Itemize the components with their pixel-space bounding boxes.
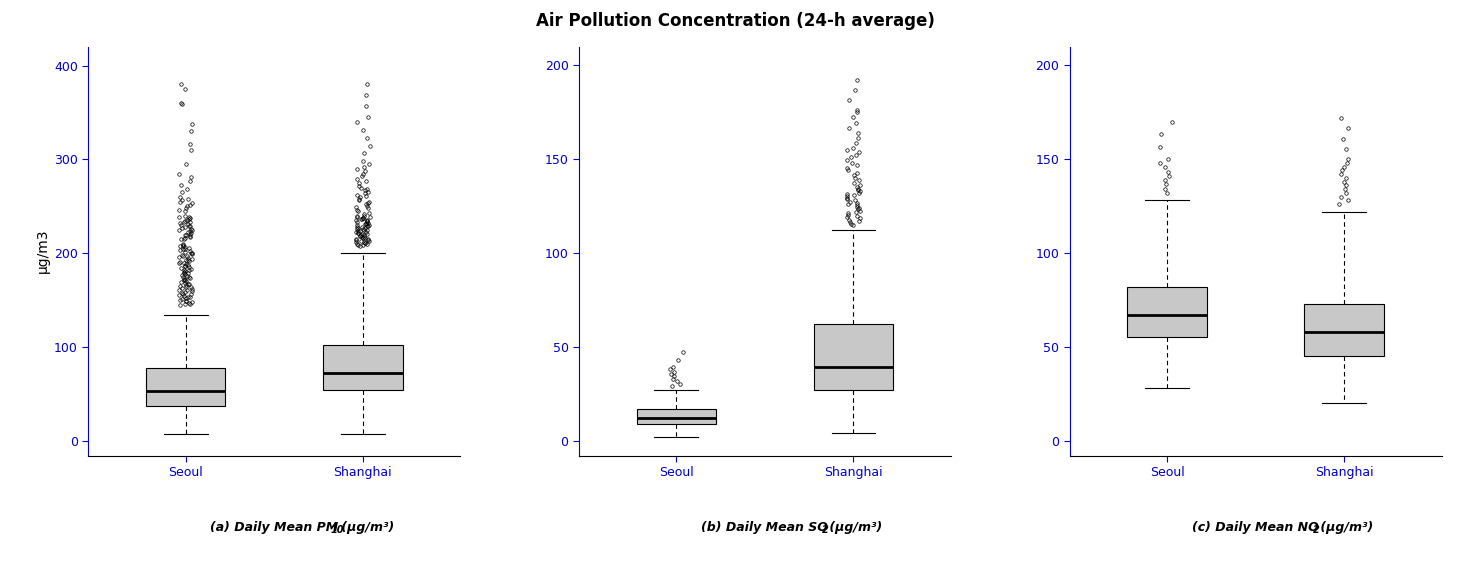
Bar — [813, 324, 893, 390]
Text: (a) Daily Mean PM: (a) Daily Mean PM — [210, 521, 338, 534]
Text: 2: 2 — [822, 525, 828, 535]
Bar — [1127, 287, 1208, 338]
Bar — [322, 345, 403, 390]
Bar — [1305, 304, 1384, 356]
Text: (b) Daily Mean SO: (b) Daily Mean SO — [702, 521, 828, 534]
Text: 10: 10 — [331, 525, 344, 535]
Text: (μg/m³): (μg/m³) — [1315, 521, 1372, 534]
Y-axis label: μg/m3: μg/m3 — [35, 229, 50, 273]
Bar — [637, 409, 716, 423]
Bar — [146, 368, 225, 406]
Text: (c) Daily Mean NO: (c) Daily Mean NO — [1193, 521, 1319, 534]
Text: (μg/m³): (μg/m³) — [825, 521, 883, 534]
Text: 2: 2 — [1312, 525, 1319, 535]
Text: Air Pollution Concentration (24-h average): Air Pollution Concentration (24-h averag… — [535, 12, 936, 30]
Text: (μg/m³): (μg/m³) — [337, 521, 394, 534]
